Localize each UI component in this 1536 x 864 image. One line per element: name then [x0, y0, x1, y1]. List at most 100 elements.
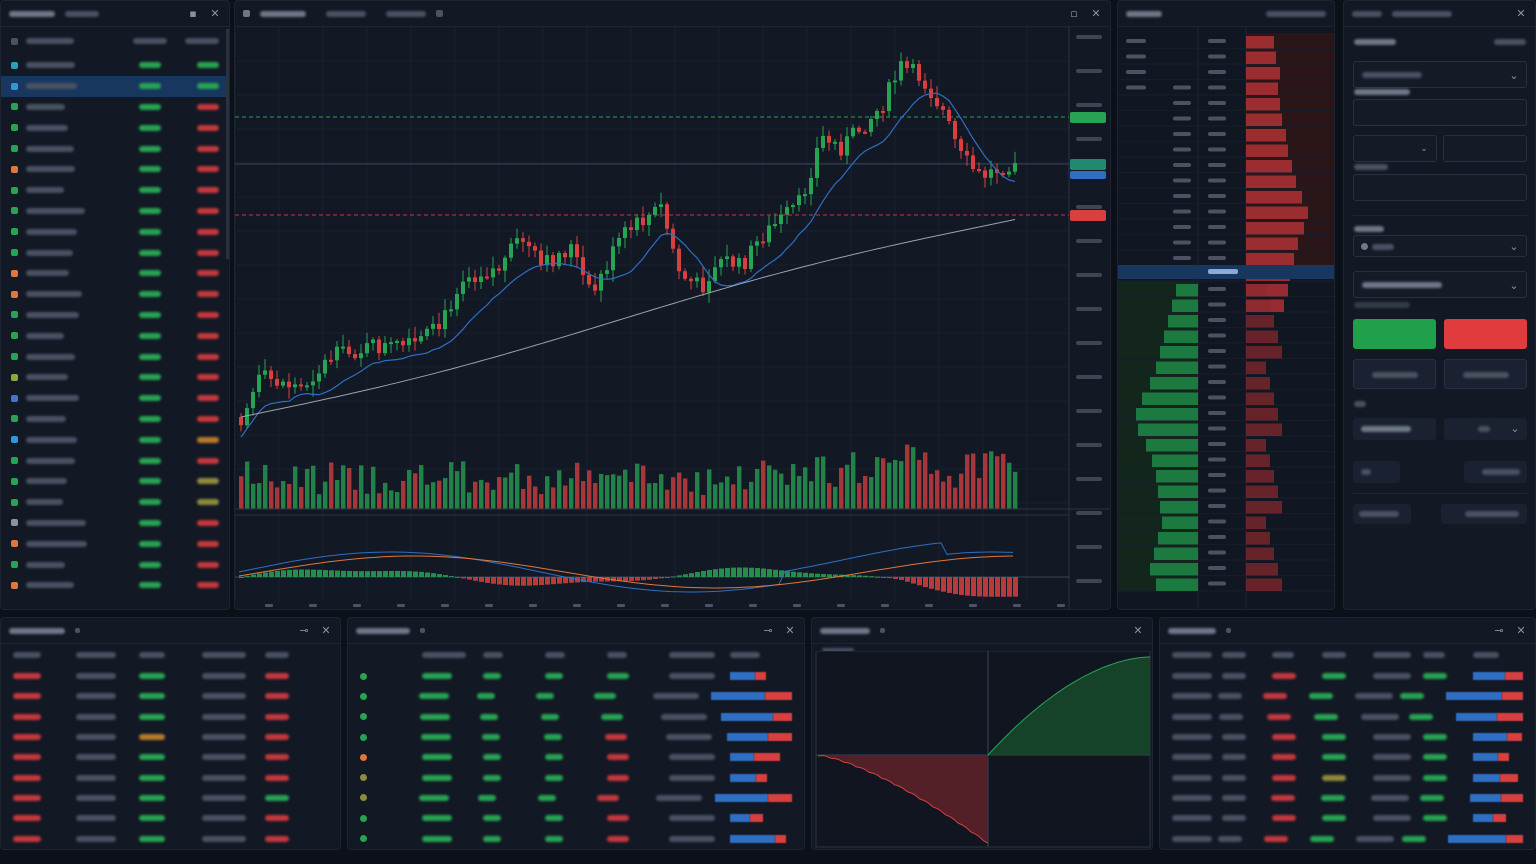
- select-all-checkbox[interactable]: [11, 37, 18, 45]
- column-header[interactable]: [139, 652, 202, 658]
- close-icon[interactable]: ✕: [1133, 624, 1143, 637]
- pin-icon[interactable]: [880, 628, 885, 633]
- order-type-select[interactable]: ⌄: [1353, 61, 1527, 88]
- watchlist-row[interactable]: [1, 55, 229, 76]
- pin-icon[interactable]: [1226, 628, 1231, 633]
- column-header[interactable]: [13, 652, 76, 658]
- buy-bid-button[interactable]: [1353, 359, 1436, 389]
- column-header[interactable]: [1322, 652, 1372, 658]
- pin-icon[interactable]: [420, 628, 425, 633]
- chart-settings-icon[interactable]: [436, 10, 443, 17]
- reverse-button[interactable]: [1353, 504, 1411, 524]
- sell-ask-button[interactable]: [1444, 359, 1527, 389]
- watchlist-row[interactable]: [1, 533, 229, 554]
- watchlist-row[interactable]: [1, 492, 229, 513]
- column-symbol[interactable]: [26, 38, 74, 44]
- order-row[interactable]: [348, 686, 804, 706]
- stop-input[interactable]: [1443, 135, 1527, 162]
- position-row[interactable]: [1, 788, 340, 808]
- watchlist-row[interactable]: [1, 221, 229, 242]
- account-select[interactable]: ⌄: [1353, 235, 1527, 257]
- route-select[interactable]: ⌄: [1353, 271, 1527, 298]
- column-header[interactable]: [668, 652, 731, 658]
- flatten-button[interactable]: [1464, 461, 1527, 483]
- watchlist-row[interactable]: [1, 409, 229, 430]
- watchlist-row[interactable]: [1, 201, 229, 222]
- order-entry-tab-b[interactable]: [1392, 10, 1452, 17]
- column-header[interactable]: [360, 652, 422, 658]
- column-last[interactable]: [133, 38, 167, 44]
- trade-row[interactable]: [1160, 808, 1535, 828]
- close-icon[interactable]: ✕: [785, 624, 795, 637]
- offset-select[interactable]: ⌄: [1444, 418, 1527, 440]
- watchlist-row[interactable]: [1, 575, 229, 596]
- trade-row[interactable]: [1160, 767, 1535, 787]
- column-header[interactable]: [265, 652, 328, 658]
- trade-row[interactable]: [1160, 747, 1535, 767]
- settings-icon[interactable]: ⊸: [763, 624, 773, 637]
- watchlist-tab[interactable]: [65, 10, 99, 17]
- minimize-icon[interactable]: ▫: [1070, 7, 1078, 20]
- close-icon[interactable]: ✕: [1091, 7, 1101, 20]
- order-entry-tab-a[interactable]: [1352, 10, 1382, 17]
- order-row[interactable]: [348, 828, 804, 848]
- column-header[interactable]: [421, 652, 484, 658]
- watchlist-row[interactable]: [1, 180, 229, 201]
- watchlist-row[interactable]: [1, 305, 229, 326]
- watchlist-row[interactable]: [1, 138, 229, 159]
- chart-indicators[interactable]: [386, 10, 426, 17]
- watchlist-row[interactable]: [1, 284, 229, 305]
- depth-chart[interactable]: [812, 651, 1153, 850]
- watchlist-row[interactable]: [1, 429, 229, 450]
- chart-symbol[interactable]: [260, 10, 306, 17]
- position-row[interactable]: [1, 666, 340, 686]
- watchlist-row[interactable]: [1, 97, 229, 118]
- close-icon[interactable]: ✕: [1516, 7, 1526, 20]
- cancel-all-button[interactable]: [1353, 461, 1400, 483]
- sell-button[interactable]: [1444, 319, 1527, 349]
- bracket-select[interactable]: [1353, 418, 1436, 440]
- order-row[interactable]: [348, 666, 804, 686]
- watchlist-row[interactable]: [1, 242, 229, 263]
- order-book-ladder[interactable]: [1118, 27, 1335, 610]
- order-book-grouping[interactable]: [1266, 10, 1326, 17]
- close-icon[interactable]: ✕: [321, 624, 331, 637]
- settings-icon[interactable]: ⊸: [1494, 624, 1504, 637]
- buy-button[interactable]: [1353, 319, 1436, 349]
- order-row[interactable]: [348, 767, 804, 787]
- watchlist-row[interactable]: [1, 346, 229, 367]
- watchlist-row[interactable]: [1, 513, 229, 534]
- position-row[interactable]: [1, 727, 340, 747]
- column-change[interactable]: [185, 38, 219, 44]
- quantity-input[interactable]: [1353, 99, 1527, 126]
- pin-icon[interactable]: [75, 628, 80, 633]
- watchlist-row[interactable]: [1, 388, 229, 409]
- settings-icon[interactable]: ⊸: [299, 624, 309, 637]
- settings-icon[interactable]: ▪: [189, 7, 197, 20]
- trade-row[interactable]: [1160, 707, 1535, 727]
- watchlist-row[interactable]: [1, 554, 229, 575]
- price-chart[interactable]: [235, 27, 1111, 610]
- column-header[interactable]: [545, 652, 607, 658]
- close-position-button[interactable]: [1441, 504, 1527, 524]
- column-header[interactable]: [1172, 652, 1222, 658]
- order-row[interactable]: [348, 727, 804, 747]
- options-toggle[interactable]: [1354, 401, 1366, 407]
- watchlist-row[interactable]: [1, 367, 229, 388]
- order-row[interactable]: [348, 808, 804, 828]
- close-icon[interactable]: ✕: [210, 7, 220, 20]
- watchlist-row[interactable]: [1, 325, 229, 346]
- order-row[interactable]: [348, 788, 804, 808]
- position-row[interactable]: [1, 767, 340, 787]
- position-row[interactable]: [1, 707, 340, 727]
- column-header[interactable]: [1222, 652, 1272, 658]
- trade-row[interactable]: [1160, 727, 1535, 747]
- watchlist-scrollbar[interactable]: [226, 29, 229, 259]
- column-header[interactable]: [76, 652, 139, 658]
- watchlist-row[interactable]: [1, 75, 229, 97]
- column-header[interactable]: [606, 652, 669, 658]
- watchlist-row[interactable]: [1, 159, 229, 180]
- watchlist-row[interactable]: [1, 471, 229, 492]
- time-in-force-select[interactable]: [1353, 174, 1527, 201]
- position-row[interactable]: [1, 808, 340, 828]
